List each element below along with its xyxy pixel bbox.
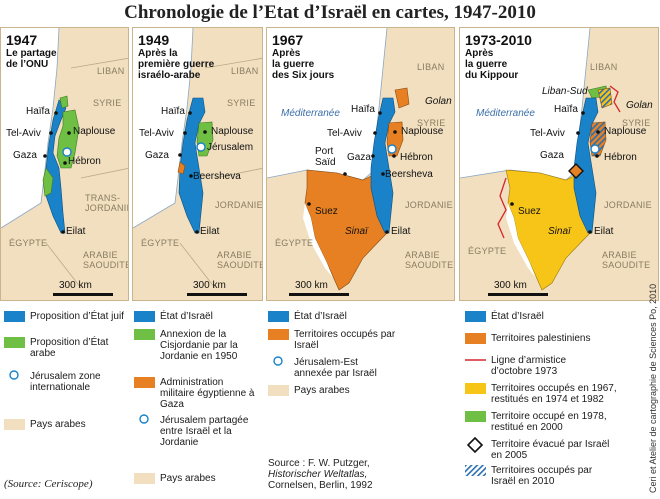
region-egypte: ÉGYPTE xyxy=(141,238,180,248)
map-1967-graphic xyxy=(267,28,410,291)
region-syrie: SYRIE xyxy=(93,98,122,108)
label-sinai: Sinaï xyxy=(548,226,571,237)
map-panel-1947: 1947 Le partage de l’ONU LIBAN SYRIE TRAN… xyxy=(0,27,129,301)
panel-subtitle: Après la guerre des Six jours xyxy=(272,48,335,81)
region-jordanie: JORDANIE xyxy=(604,200,652,210)
city-port-said: Port Saïd xyxy=(315,146,336,168)
panel-year: 1949 xyxy=(138,32,170,48)
city-haifa: Haïfa xyxy=(161,106,185,117)
region-egypte: ÉGYPTE xyxy=(275,238,314,248)
israel-area xyxy=(370,97,396,234)
city-suez: Suez xyxy=(518,206,541,217)
source-credit: (Source: Ceriscope) xyxy=(4,478,93,490)
city-eilat: Eilat xyxy=(594,226,614,237)
golan-occupied xyxy=(394,87,410,109)
city-naplouse: Naplouse xyxy=(604,126,647,137)
map-1947-graphic xyxy=(1,28,128,289)
city-gaza: Gaza xyxy=(145,150,169,161)
panel-subtitle: Après la première guerre israélo-arabe xyxy=(138,48,215,81)
sea-label: Méditerranée xyxy=(476,108,535,119)
city-suez: Suez xyxy=(315,206,338,217)
armistice-line xyxy=(497,177,507,239)
city-jerusalem: Jérusalem xyxy=(207,142,254,153)
panel-year: 1947 xyxy=(6,32,38,48)
map-title: Chronologie de l’Etat d’Israël en cartes… xyxy=(124,2,536,23)
region-liban: LIBAN xyxy=(97,66,125,76)
city-naplouse: Naplouse xyxy=(401,126,444,137)
panel-subtitle: Après la guerre du Kippour xyxy=(465,48,519,81)
city-gaza: Gaza xyxy=(540,150,564,161)
scale-bar xyxy=(187,293,247,296)
region-egypte: ÉGYPTE xyxy=(468,246,507,256)
city-naplouse: Naplouse xyxy=(73,126,116,137)
city-hebron: Hébron xyxy=(604,152,637,163)
city-haifa: Haïfa xyxy=(26,106,50,117)
gaza-diamond xyxy=(568,163,584,179)
city-haifa: Haïfa xyxy=(351,104,375,115)
city-tel-aviv: Tel-Aviv xyxy=(327,128,362,139)
city-naplouse: Naplouse xyxy=(211,126,254,137)
panel-year: 1967 xyxy=(272,32,304,48)
region-arabie: ARABIE SAOUDITE xyxy=(405,250,454,270)
region-egypte: ÉGYPTE xyxy=(9,238,48,248)
region-liban: LIBAN xyxy=(231,66,259,76)
region-liban: LIBAN xyxy=(417,62,445,72)
city-tel-aviv: Tel-Aviv xyxy=(530,128,565,139)
city-hebron: Hébron xyxy=(400,152,433,163)
gaza-strip-egypt xyxy=(177,161,186,175)
region-arabie: ARABIE SAOUDITE xyxy=(602,250,651,270)
city-eilat: Eilat xyxy=(200,226,220,237)
scale-bar xyxy=(53,293,113,296)
label-sinai: Sinaï xyxy=(345,226,368,237)
region-transjordanie: TRANS- JORDANIE xyxy=(85,193,129,213)
city-eilat: Eilat xyxy=(66,226,86,237)
scale-label: 300 km xyxy=(494,280,527,291)
city-beersheva: Beersheva xyxy=(193,171,241,182)
city-gaza: Gaza xyxy=(13,150,37,161)
scale-bar xyxy=(289,293,349,296)
map-1973-graphic xyxy=(460,28,621,291)
israel-area xyxy=(573,97,599,234)
region-syrie: SYRIE xyxy=(622,118,651,128)
city-tel-aviv: Tel-Aviv xyxy=(6,128,41,139)
scale-bar xyxy=(488,293,548,296)
city-hebron: Hébron xyxy=(68,156,101,167)
city-gaza: Gaza xyxy=(347,152,371,163)
region-arabie: ARABIE SAOUDITE xyxy=(217,250,263,270)
label-golan: Golan xyxy=(626,100,653,111)
map-panel-1949: 1949 Après la première guerre israélo-arab… xyxy=(132,27,263,301)
scale-label: 300 km xyxy=(295,280,328,291)
label-golan: Golan xyxy=(425,96,452,107)
arab-state-area xyxy=(56,109,80,169)
region-syrie: SYRIE xyxy=(227,98,256,108)
panel-year: 1973-2010 xyxy=(465,32,532,48)
region-arabie: ARABIE SAOUDITE xyxy=(83,250,129,270)
label-liban-sud: Liban-Sud xyxy=(542,86,588,97)
sea-label: Méditerranée xyxy=(281,108,340,119)
region-liban: LIBAN xyxy=(590,62,618,72)
jewish-state-area xyxy=(44,99,67,234)
map-panel-1973-2010: 1973-2010 Après la guerre du Kippour Médit… xyxy=(459,27,659,301)
region-syrie: SYRIE xyxy=(417,118,446,128)
golan-hatched xyxy=(597,87,613,109)
city-beersheva: Beersheva xyxy=(385,169,433,180)
map-1949-graphic xyxy=(133,28,262,289)
city-haifa: Haïfa xyxy=(554,104,578,115)
scale-label: 300 km xyxy=(193,280,226,291)
map-panel-1967: 1967 Après la guerre des Six jours Méditer… xyxy=(266,27,455,301)
city-eilat: Eilat xyxy=(391,226,411,237)
city-tel-aviv: Tel-Aviv xyxy=(139,128,174,139)
scale-label: 300 km xyxy=(59,280,92,291)
side-credit: Ceri et Atelier de cartographie de Scien… xyxy=(648,283,658,493)
region-jordanie: JORDANIE xyxy=(215,200,263,210)
region-jordanie: JORDANIE xyxy=(405,200,453,210)
source-citation: Source : F. W. Putzger, Historischer Wel… xyxy=(268,458,373,491)
panel-subtitle: Le partage de l’ONU xyxy=(6,48,57,70)
